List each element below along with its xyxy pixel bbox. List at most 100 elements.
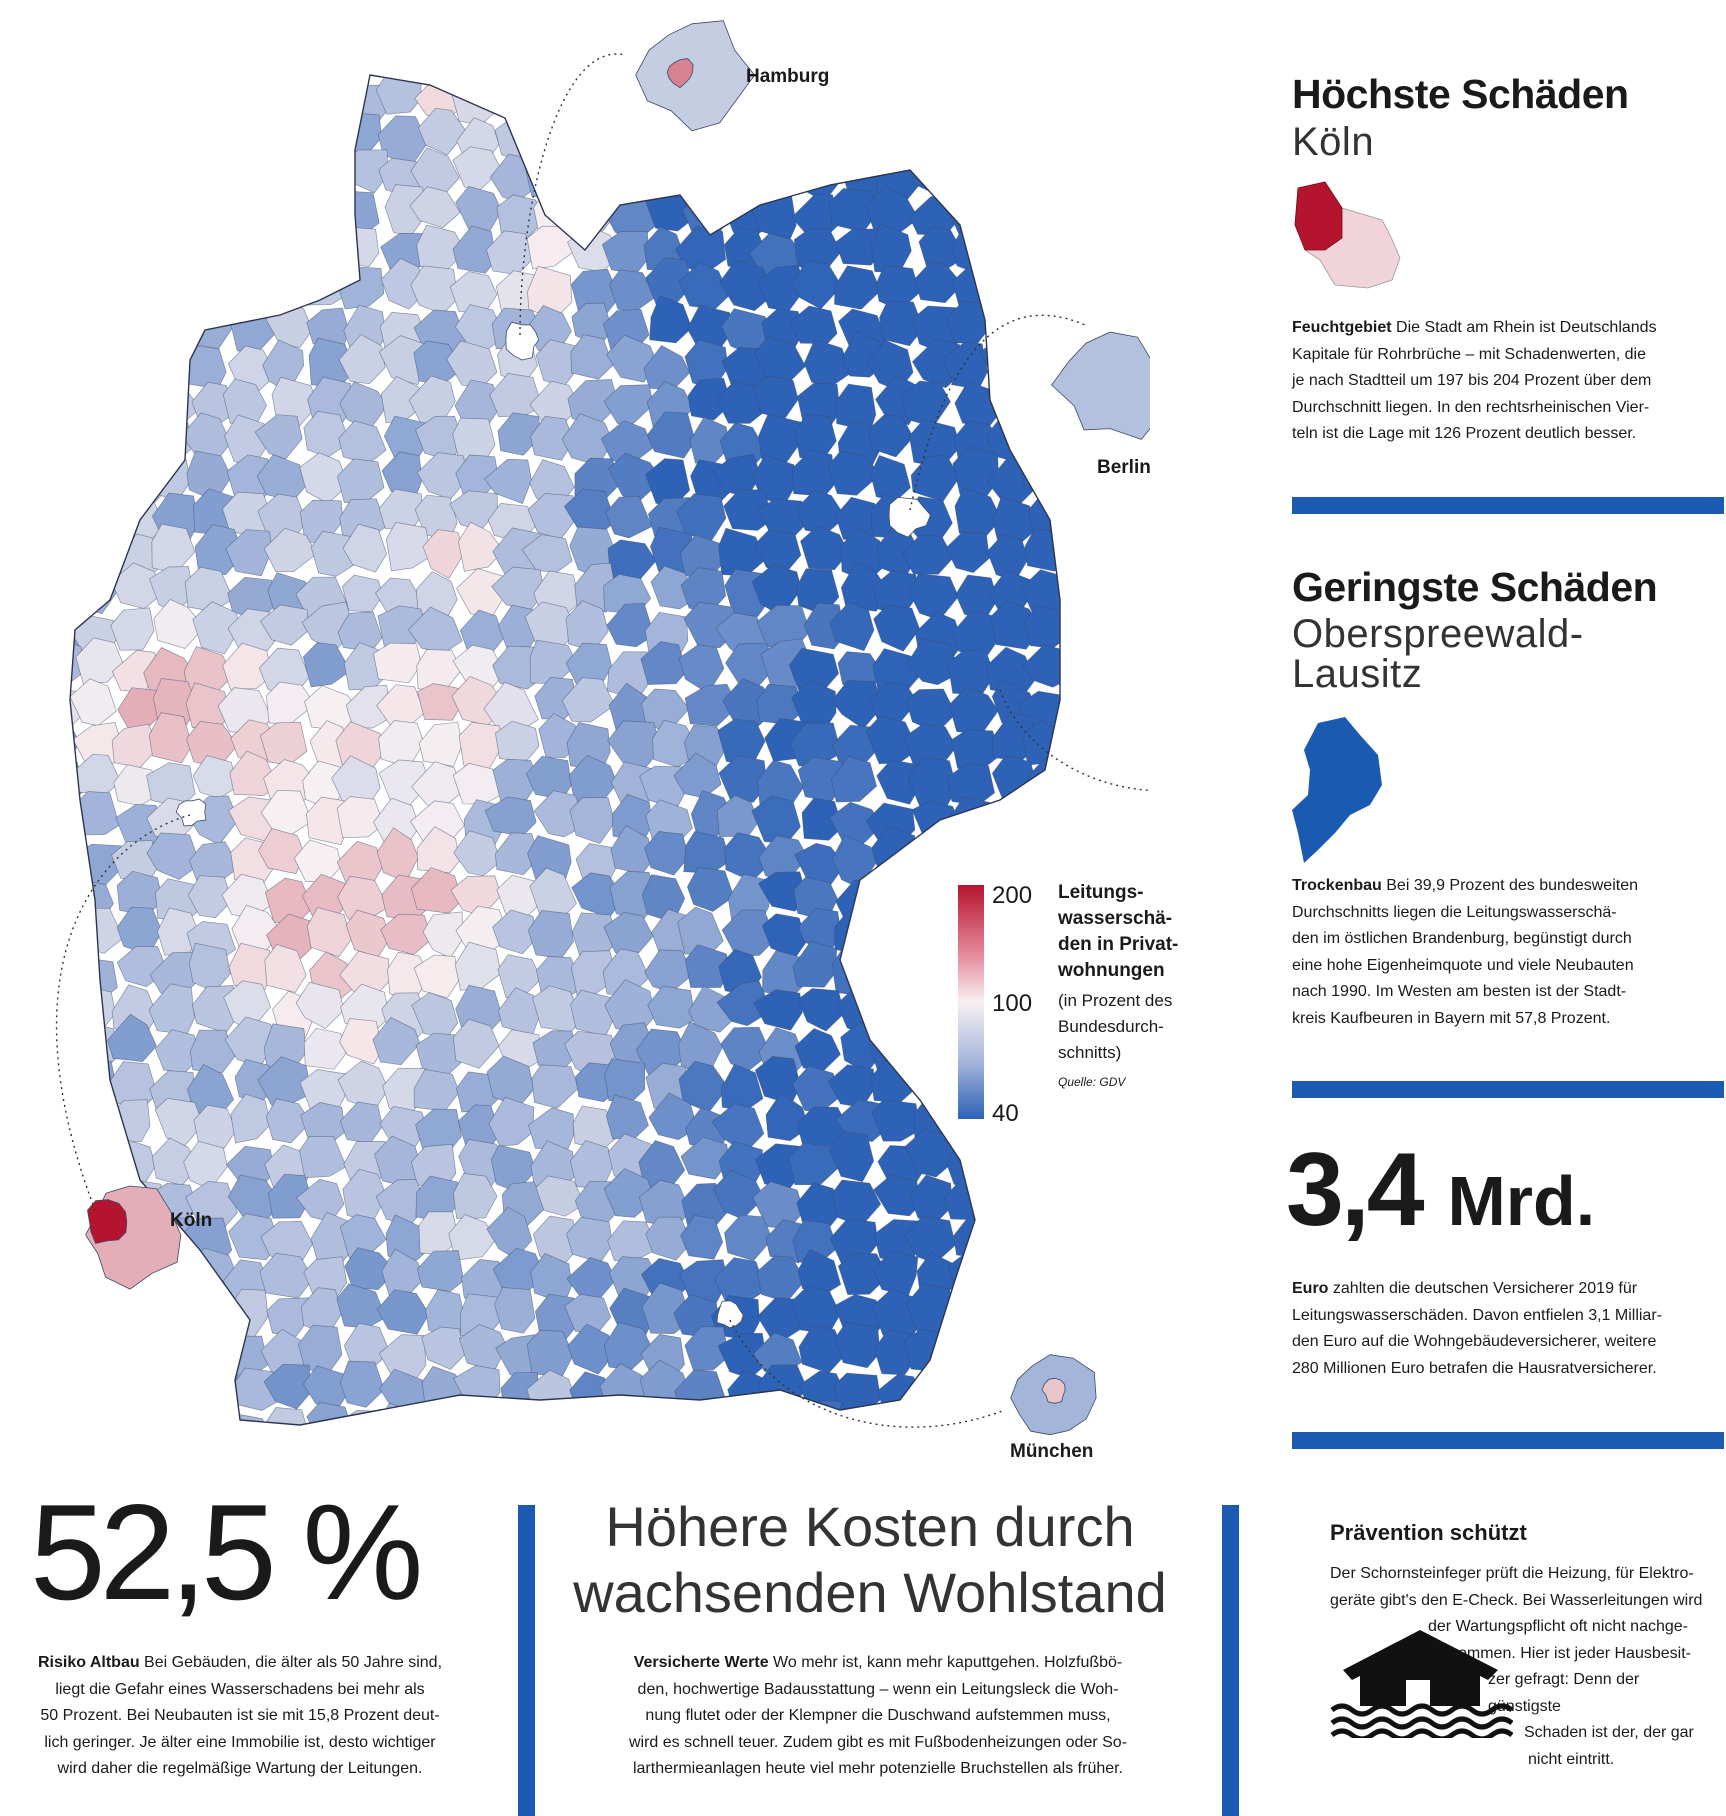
vertical-divider <box>1222 1505 1239 1816</box>
district-region <box>70 151 118 196</box>
district-region <box>451 78 503 126</box>
district-region <box>70 803 79 846</box>
district-region <box>70 417 117 463</box>
district-region <box>75 637 124 685</box>
district-region <box>154 1366 201 1411</box>
district-region <box>955 1368 1000 1413</box>
district-region <box>421 1326 466 1370</box>
district-region <box>949 191 997 243</box>
district-region <box>71 305 120 354</box>
district-region <box>954 487 1002 537</box>
district-region <box>186 304 234 349</box>
lowest-place: Oberspreewald- Lausitz <box>1292 612 1584 696</box>
district-region <box>146 227 197 277</box>
district-region <box>116 301 160 349</box>
district-region <box>73 986 116 1033</box>
district-region <box>919 1394 965 1425</box>
district-region <box>831 108 880 154</box>
district-region <box>305 222 350 272</box>
district-region <box>1023 1219 1060 1269</box>
district-region <box>684 683 739 727</box>
district-region <box>876 1373 924 1420</box>
district-region <box>1026 142 1060 198</box>
district-region <box>494 832 541 876</box>
district-region <box>497 412 543 456</box>
district-region <box>452 146 502 193</box>
district-region <box>978 1214 1035 1265</box>
district-region <box>70 1285 84 1334</box>
district-region <box>909 1021 955 1071</box>
district-region <box>268 1173 312 1219</box>
district-region <box>407 75 458 77</box>
district-region <box>530 416 574 461</box>
district-region <box>835 75 881 80</box>
district-region <box>372 1017 421 1066</box>
district-region <box>420 1404 469 1425</box>
district-region <box>761 913 807 958</box>
district-region <box>987 1138 1032 1181</box>
district-region <box>714 114 762 165</box>
city-label-muenchen: München <box>1010 1441 1094 1462</box>
district-region <box>70 1397 83 1425</box>
district-region <box>112 1321 162 1368</box>
district-region <box>834 910 880 957</box>
district-region <box>719 259 773 312</box>
legend-title: Leitungs- wasserschä- den in Privat- woh… <box>1058 882 1179 981</box>
district-region <box>373 642 422 684</box>
koeln-silhouette-icon <box>1294 181 1401 289</box>
district-region <box>570 334 614 380</box>
district-region <box>535 111 578 160</box>
district-region <box>687 867 735 912</box>
district-region <box>753 989 803 1031</box>
district-region <box>802 1400 847 1425</box>
district-region <box>148 983 195 1035</box>
legend-tick-100: 100 <box>992 990 1033 1017</box>
district-region <box>115 190 162 237</box>
district-region <box>148 712 193 764</box>
district-region <box>531 1064 579 1109</box>
district-region <box>831 1179 882 1227</box>
district-region <box>905 75 958 83</box>
district-region <box>76 535 125 579</box>
district-region <box>70 189 118 236</box>
district-region <box>452 225 497 274</box>
district-region <box>985 75 1032 85</box>
district-region <box>980 1293 1024 1343</box>
district-region <box>409 186 461 229</box>
divider <box>1292 497 1724 514</box>
district-region <box>70 1025 86 1074</box>
district-region <box>980 949 1033 994</box>
district-region <box>612 1410 657 1425</box>
district-region <box>72 373 120 422</box>
district-region <box>70 905 82 955</box>
district-region <box>1025 797 1060 844</box>
district-region <box>946 149 991 191</box>
district-region <box>265 299 313 349</box>
district-region <box>302 642 352 688</box>
district-region <box>917 75 964 118</box>
district-region <box>303 75 356 121</box>
district-region <box>103 1408 158 1425</box>
district-region <box>295 981 345 1030</box>
flooded-house-icon <box>1330 1630 1513 1738</box>
district-region <box>680 1136 730 1180</box>
district-region <box>533 75 575 122</box>
district-region <box>70 1295 121 1340</box>
district-region <box>993 304 1037 356</box>
city-label-berlin: Berlin <box>1097 457 1151 478</box>
district-region <box>950 1409 1003 1425</box>
district-region <box>70 563 118 615</box>
district-region <box>991 149 1040 198</box>
district-region <box>765 1092 810 1142</box>
district-region <box>188 942 231 993</box>
district-region <box>647 985 696 1029</box>
koeln-inset-core <box>87 1199 128 1244</box>
district-region <box>233 75 281 90</box>
district-region <box>301 113 354 161</box>
district-region <box>153 598 205 649</box>
district-region <box>74 460 116 502</box>
district-region <box>261 1407 309 1425</box>
district-region <box>185 104 234 156</box>
district-region <box>144 80 194 122</box>
legend-tick-40: 40 <box>992 1100 1019 1127</box>
